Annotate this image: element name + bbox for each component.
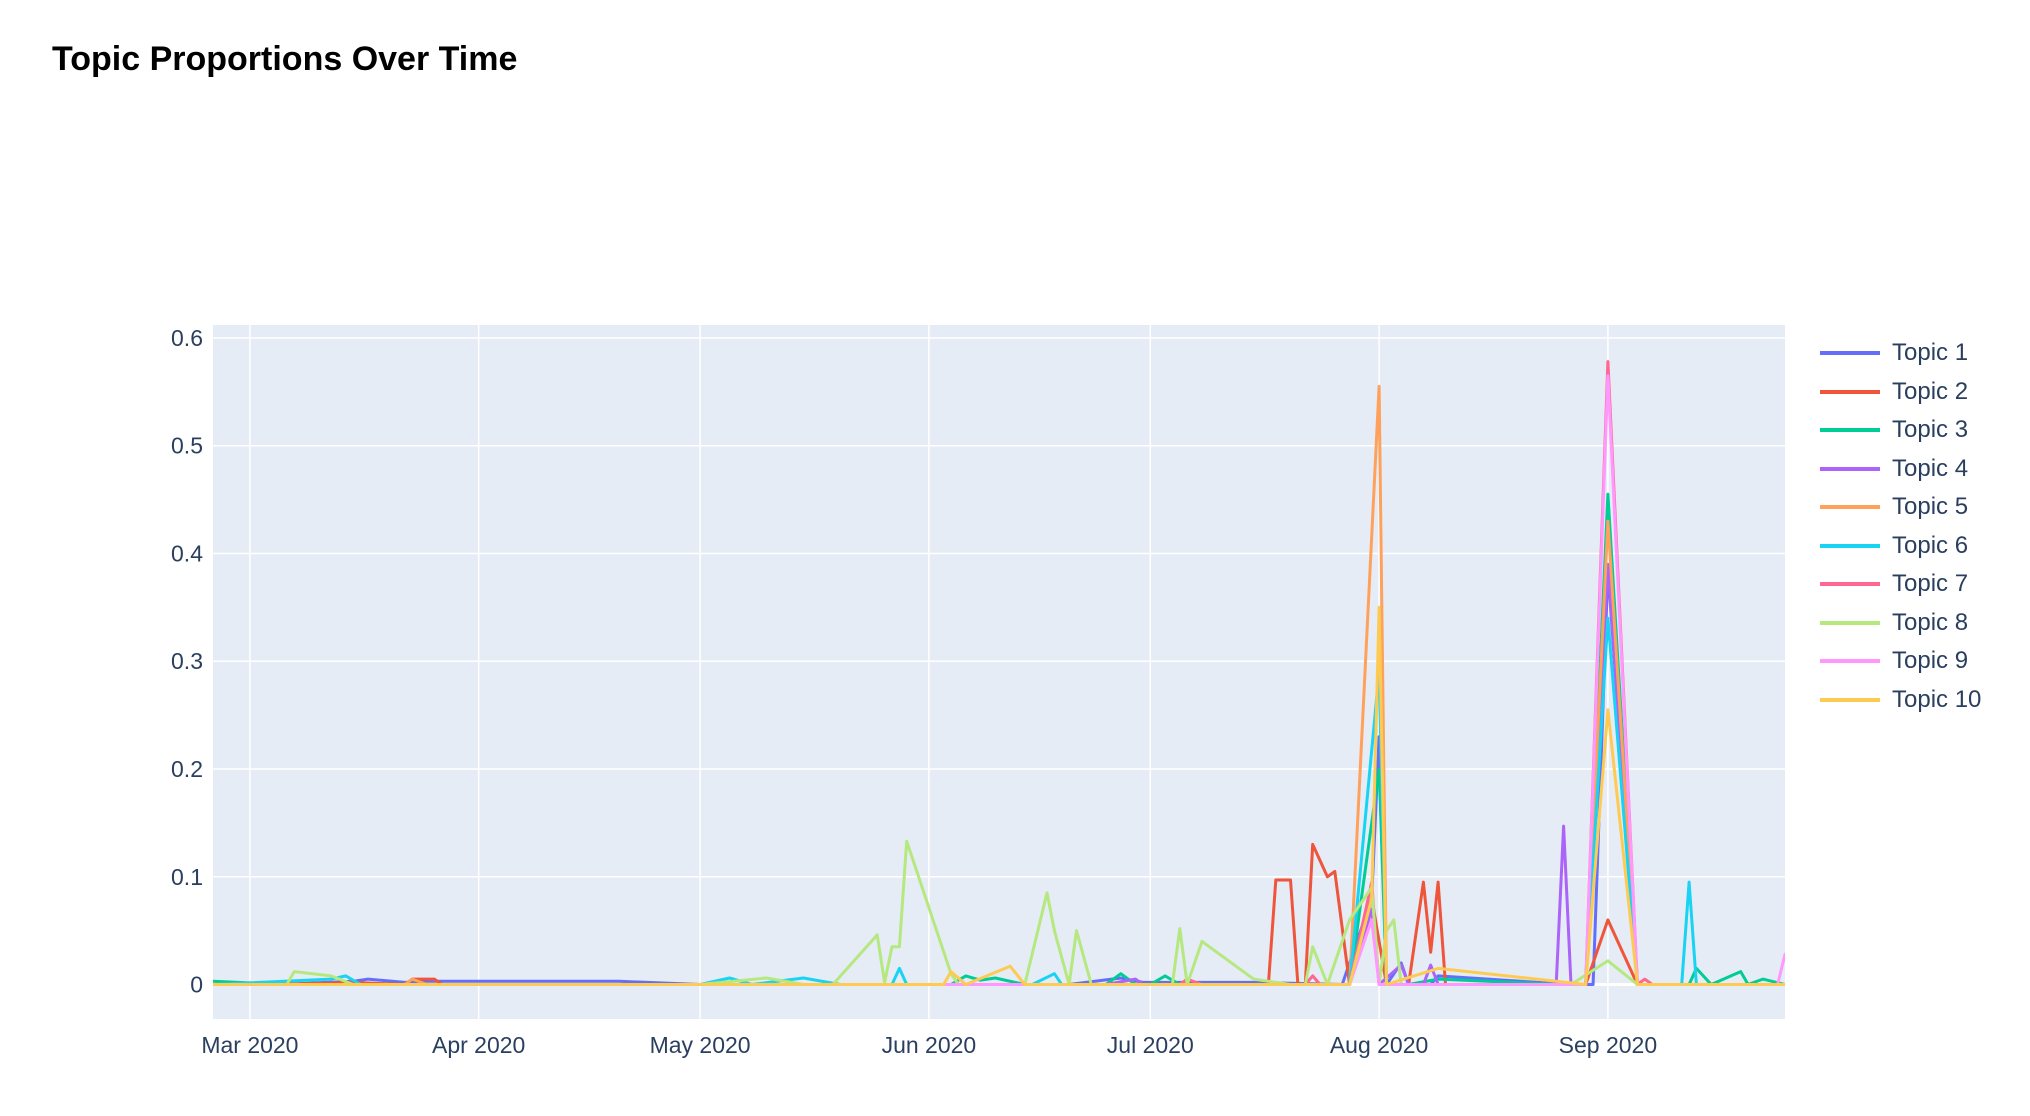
x-tick-label: Mar 2020 [201, 1032, 298, 1058]
legend-item-topic-6[interactable]: Topic 6 [1820, 527, 1981, 566]
legend-item-topic-3[interactable]: Topic 3 [1820, 411, 1981, 450]
legend-swatch [1820, 621, 1880, 625]
y-tick-label: 0.1 [171, 864, 203, 890]
legend-label: Topic 3 [1892, 416, 1968, 444]
x-tick-label: Aug 2020 [1330, 1032, 1428, 1058]
legend-item-topic-7[interactable]: Topic 7 [1820, 565, 1981, 604]
legend-label: Topic 6 [1892, 532, 1968, 560]
legend-swatch [1820, 351, 1880, 355]
y-tick-label: 0 [190, 972, 203, 998]
legend-label: Topic 7 [1892, 570, 1968, 598]
legend-swatch [1820, 698, 1880, 702]
legend-swatch [1820, 659, 1880, 663]
legend-item-topic-1[interactable]: Topic 1 [1820, 334, 1981, 373]
x-tick-label: Sep 2020 [1559, 1032, 1657, 1058]
legend-item-topic-4[interactable]: Topic 4 [1820, 450, 1981, 489]
legend-swatch [1820, 582, 1880, 586]
legend-swatch [1820, 505, 1880, 509]
legend-swatch [1820, 390, 1880, 394]
legend-label: Topic 1 [1892, 339, 1968, 367]
y-tick-label: 0.4 [171, 540, 203, 566]
plot-area [213, 325, 1785, 1019]
legend-swatch [1820, 467, 1880, 471]
x-tick-label: Jun 2020 [882, 1032, 977, 1058]
legend-label: Topic 10 [1892, 686, 1981, 714]
x-tick-label: May 2020 [650, 1032, 751, 1058]
y-tick-label: 0.5 [171, 433, 203, 459]
legend-item-topic-8[interactable]: Topic 8 [1820, 604, 1981, 643]
x-tick-label: Apr 2020 [432, 1032, 525, 1058]
legend-item-topic-5[interactable]: Topic 5 [1820, 488, 1981, 527]
y-tick-label: 0.6 [171, 325, 203, 351]
legend-label: Topic 2 [1892, 378, 1968, 406]
legend-swatch [1820, 544, 1880, 548]
x-tick-label: Jul 2020 [1107, 1032, 1194, 1058]
y-tick-label: 0.2 [171, 756, 203, 782]
legend-item-topic-10[interactable]: Topic 10 [1820, 681, 1981, 720]
legend-label: Topic 9 [1892, 647, 1968, 675]
y-tick-label: 0.3 [171, 648, 203, 674]
legend-label: Topic 8 [1892, 609, 1968, 637]
legend-label: Topic 4 [1892, 455, 1968, 483]
legend-label: Topic 5 [1892, 493, 1968, 521]
legend-item-topic-9[interactable]: Topic 9 [1820, 642, 1981, 681]
legend-item-topic-2[interactable]: Topic 2 [1820, 373, 1981, 412]
legend: Topic 1 Topic 2 Topic 3 Topic 4 Topic 5 Topic… [1820, 334, 1981, 719]
legend-swatch [1820, 428, 1880, 432]
